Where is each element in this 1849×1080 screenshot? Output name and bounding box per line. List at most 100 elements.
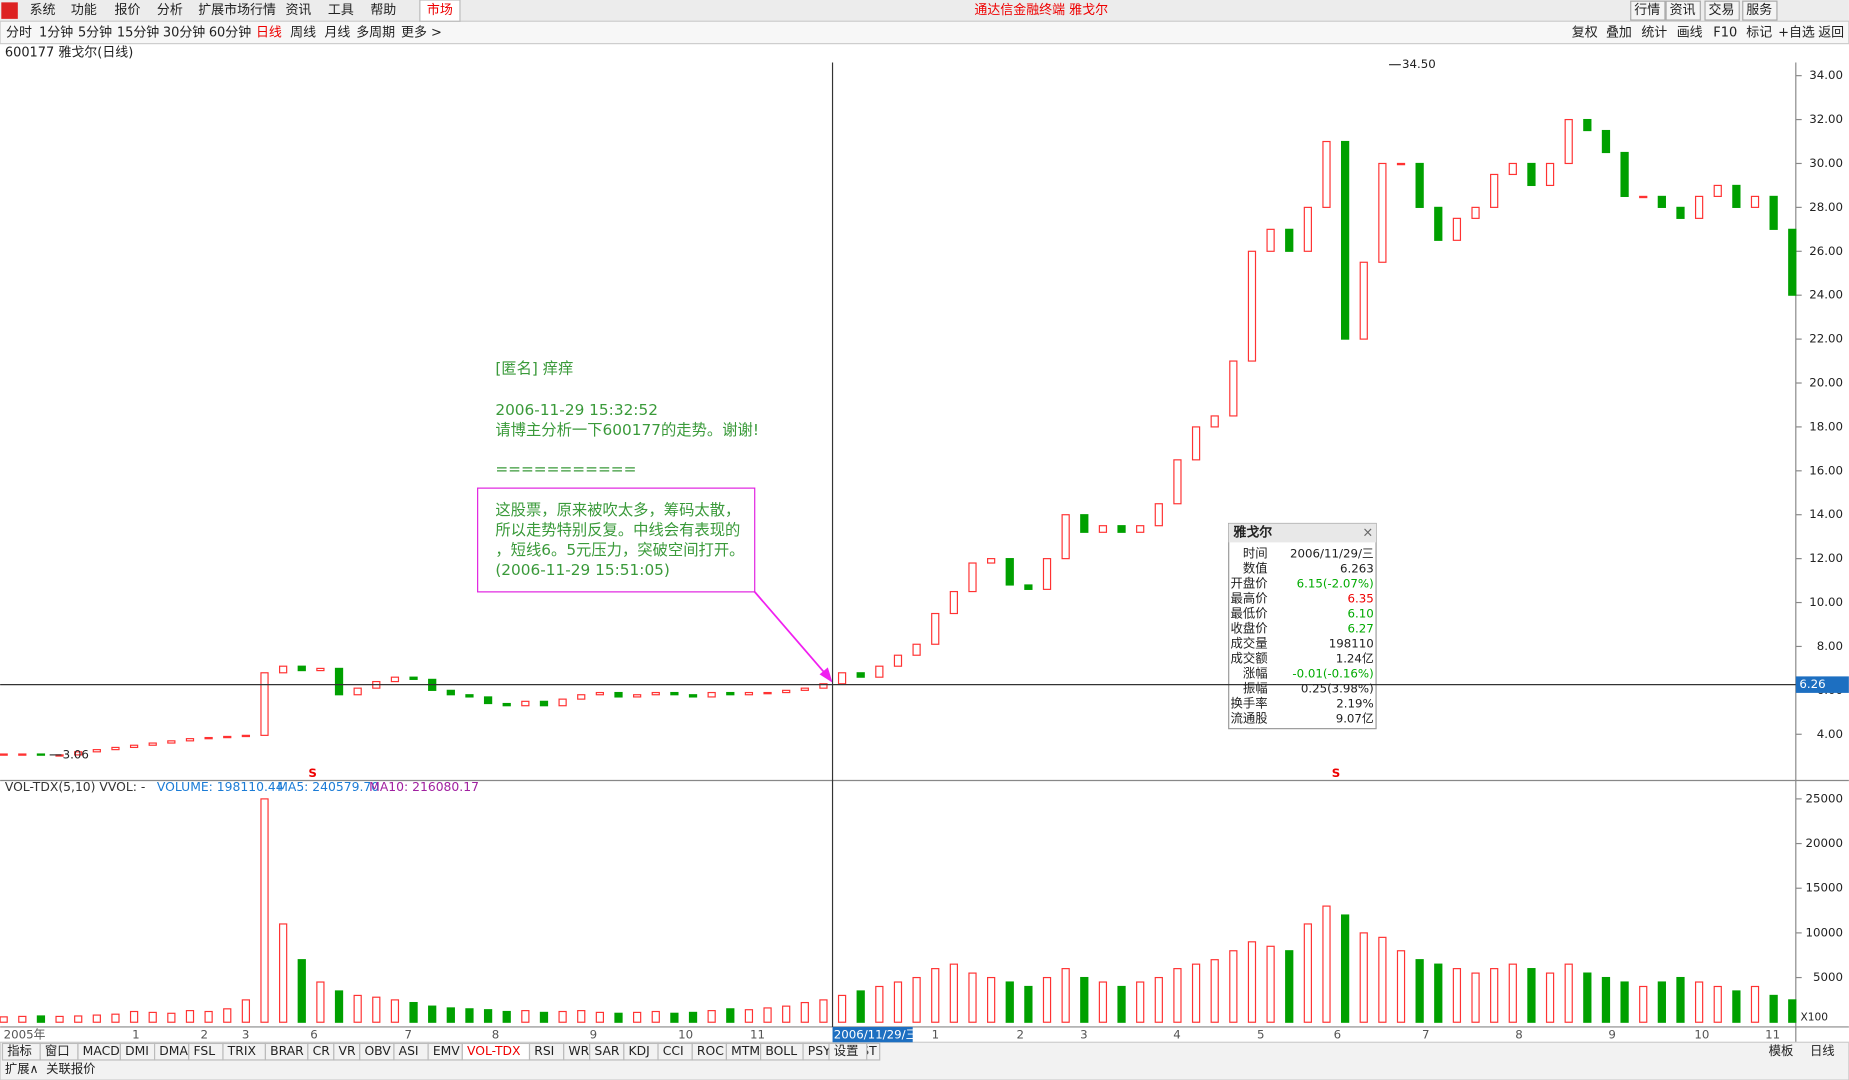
- tool[interactable]: +自选: [1778, 26, 1815, 41]
- indicator-tab-label[interactable]: CCI: [663, 1044, 684, 1058]
- menu-item[interactable]: 资讯: [285, 3, 311, 18]
- indicator-tab-label[interactable]: OBV: [364, 1044, 391, 1058]
- indicator-tab-label[interactable]: MTM: [731, 1044, 760, 1058]
- volume-bar: [633, 1011, 642, 1023]
- top-button-label[interactable]: 资讯: [1670, 3, 1696, 18]
- indicator-tab-label[interactable]: PSY: [808, 1044, 831, 1058]
- top-button-label[interactable]: 交易: [1709, 2, 1735, 18]
- info-value: 6.35: [1347, 592, 1373, 606]
- period[interactable]: 1分钟: [39, 25, 73, 41]
- period[interactable]: 多周期: [356, 26, 395, 41]
- menu-item[interactable]: 市场: [427, 2, 453, 18]
- tool[interactable]: 返回: [1818, 26, 1844, 41]
- tool[interactable]: 复权: [1572, 25, 1598, 41]
- top-button[interactable]: [1704, 0, 1740, 21]
- indicator-tab-label[interactable]: CR: [313, 1044, 331, 1058]
- bottom-tab[interactable]: 关联报价: [46, 1061, 95, 1076]
- indicator-tab-label[interactable]: VOL-TDX: [467, 1044, 521, 1058]
- bottom-tab[interactable]: 扩展∧: [5, 1062, 39, 1076]
- period[interactable]: 日线: [256, 26, 282, 41]
- candle: [148, 742, 157, 746]
- tool[interactable]: 统计: [1641, 26, 1667, 41]
- indicator-tab-label[interactable]: KDJ: [629, 1044, 650, 1058]
- indicator-tab-label[interactable]: ROC: [697, 1044, 724, 1058]
- tool[interactable]: 叠加: [1606, 26, 1632, 41]
- candle: [1191, 426, 1201, 461]
- event-marker: S: [1332, 766, 1341, 780]
- tool[interactable]: F10: [1713, 26, 1737, 41]
- indicator-tab[interactable]: [828, 1042, 868, 1061]
- volume-bar: [1713, 985, 1722, 1023]
- menu-item[interactable]: 报价: [115, 3, 141, 18]
- menu-item[interactable]: 帮助: [370, 3, 396, 18]
- indicator-tab-label[interactable]: 指标: [7, 1043, 32, 1058]
- volume-bar: [1080, 976, 1089, 1023]
- date-label: 3: [242, 1028, 250, 1042]
- indicator-tab-label[interactable]: DMI: [125, 1044, 149, 1058]
- indicator-tab-label[interactable]: FSL: [193, 1044, 215, 1058]
- period[interactable]: 5分钟: [78, 25, 112, 41]
- period[interactable]: 分时: [6, 26, 32, 41]
- menu-item[interactable]: 分析: [157, 3, 183, 18]
- indicator-tab-label[interactable]: MACD: [83, 1044, 120, 1058]
- close-icon[interactable]: ×: [1362, 525, 1373, 540]
- volume-bar: [800, 1001, 809, 1023]
- stock-title: 600177 雅戈尔(日线): [5, 46, 133, 61]
- period[interactable]: 60分钟: [209, 25, 251, 41]
- y-tick-label: 4.00: [1817, 727, 1843, 741]
- indicator-tab-label[interactable]: RSI: [534, 1044, 554, 1058]
- candle: [1136, 525, 1145, 533]
- volume-bar: [1303, 923, 1312, 1023]
- menu-bar: [0, 0, 1849, 22]
- tool[interactable]: 标记: [1746, 26, 1772, 41]
- indicator-tab-label[interactable]: BRAR: [270, 1044, 304, 1058]
- top-button[interactable]: [1742, 0, 1778, 21]
- top-button[interactable]: [1665, 0, 1701, 21]
- volume-bar: [931, 968, 940, 1023]
- top-button-label[interactable]: 服务: [1746, 2, 1772, 18]
- y-tick-label: 10000: [1805, 925, 1842, 939]
- menu-item[interactable]: 功能: [71, 3, 97, 18]
- volume-bar: [297, 959, 306, 1023]
- period[interactable]: 更多 >: [401, 26, 442, 41]
- indicator-tab-label[interactable]: DMA: [159, 1044, 188, 1058]
- menu-item[interactable]: 扩展市场行情: [198, 2, 276, 18]
- date-label: 3: [1080, 1028, 1088, 1042]
- volume-header: MA5: 240579.70: [277, 780, 379, 794]
- right-tab[interactable]: 日线: [1810, 1044, 1835, 1058]
- indicator-tab-label[interactable]: WR: [568, 1044, 589, 1058]
- y-tick-label: 24.00: [1809, 288, 1843, 302]
- indicator-tab-label[interactable]: EMV: [433, 1044, 460, 1058]
- date-label: 6: [310, 1028, 318, 1042]
- candle: [1601, 129, 1611, 154]
- right-tab[interactable]: 模板: [1769, 1044, 1794, 1058]
- volume-bar: [1322, 905, 1331, 1023]
- period[interactable]: 月线: [324, 26, 350, 41]
- volume-bar: [1098, 981, 1108, 1023]
- menu-item[interactable]: 系统: [30, 3, 56, 18]
- indicator-tab-label[interactable]: ASI: [399, 1044, 419, 1058]
- top-button[interactable]: [1630, 0, 1666, 21]
- indicator-tab-label[interactable]: 窗口: [45, 1044, 70, 1058]
- volume-bar: [483, 1009, 493, 1023]
- volume-bar: [875, 985, 884, 1023]
- indicator-tab-label[interactable]: SAR: [594, 1044, 620, 1058]
- top-button-label[interactable]: 行情: [1634, 3, 1660, 18]
- candle: [129, 744, 139, 749]
- indicator-tab-label[interactable]: 设置: [834, 1044, 859, 1058]
- volume-bar: [334, 990, 344, 1023]
- volume-bar: [837, 994, 847, 1023]
- y-tick-label: 20000: [1805, 836, 1842, 850]
- menu-item[interactable]: 工具: [328, 3, 354, 18]
- indicator-tab-label[interactable]: VR: [339, 1044, 356, 1058]
- info-label: 流通股: [1231, 711, 1268, 725]
- period[interactable]: 30分钟: [163, 25, 205, 41]
- period[interactable]: 15分钟: [117, 25, 159, 41]
- volume-bar: [1694, 981, 1704, 1023]
- indicator-tab-label[interactable]: BOLL: [765, 1044, 797, 1058]
- volume-bar: [111, 1013, 120, 1023]
- tool[interactable]: 画线: [1677, 26, 1703, 41]
- period[interactable]: 周线: [290, 26, 316, 41]
- indicator-tab-label[interactable]: TRIX: [227, 1044, 257, 1058]
- volume-bar: [36, 1015, 46, 1023]
